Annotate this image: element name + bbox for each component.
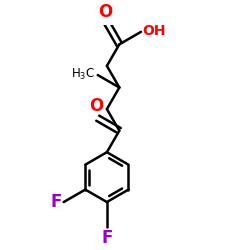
- Text: O: O: [98, 2, 112, 21]
- Text: O: O: [90, 98, 104, 116]
- Text: F: F: [50, 193, 62, 211]
- Text: OH: OH: [142, 24, 166, 38]
- Text: F: F: [101, 229, 112, 247]
- Text: H$_3$C: H$_3$C: [71, 67, 95, 82]
